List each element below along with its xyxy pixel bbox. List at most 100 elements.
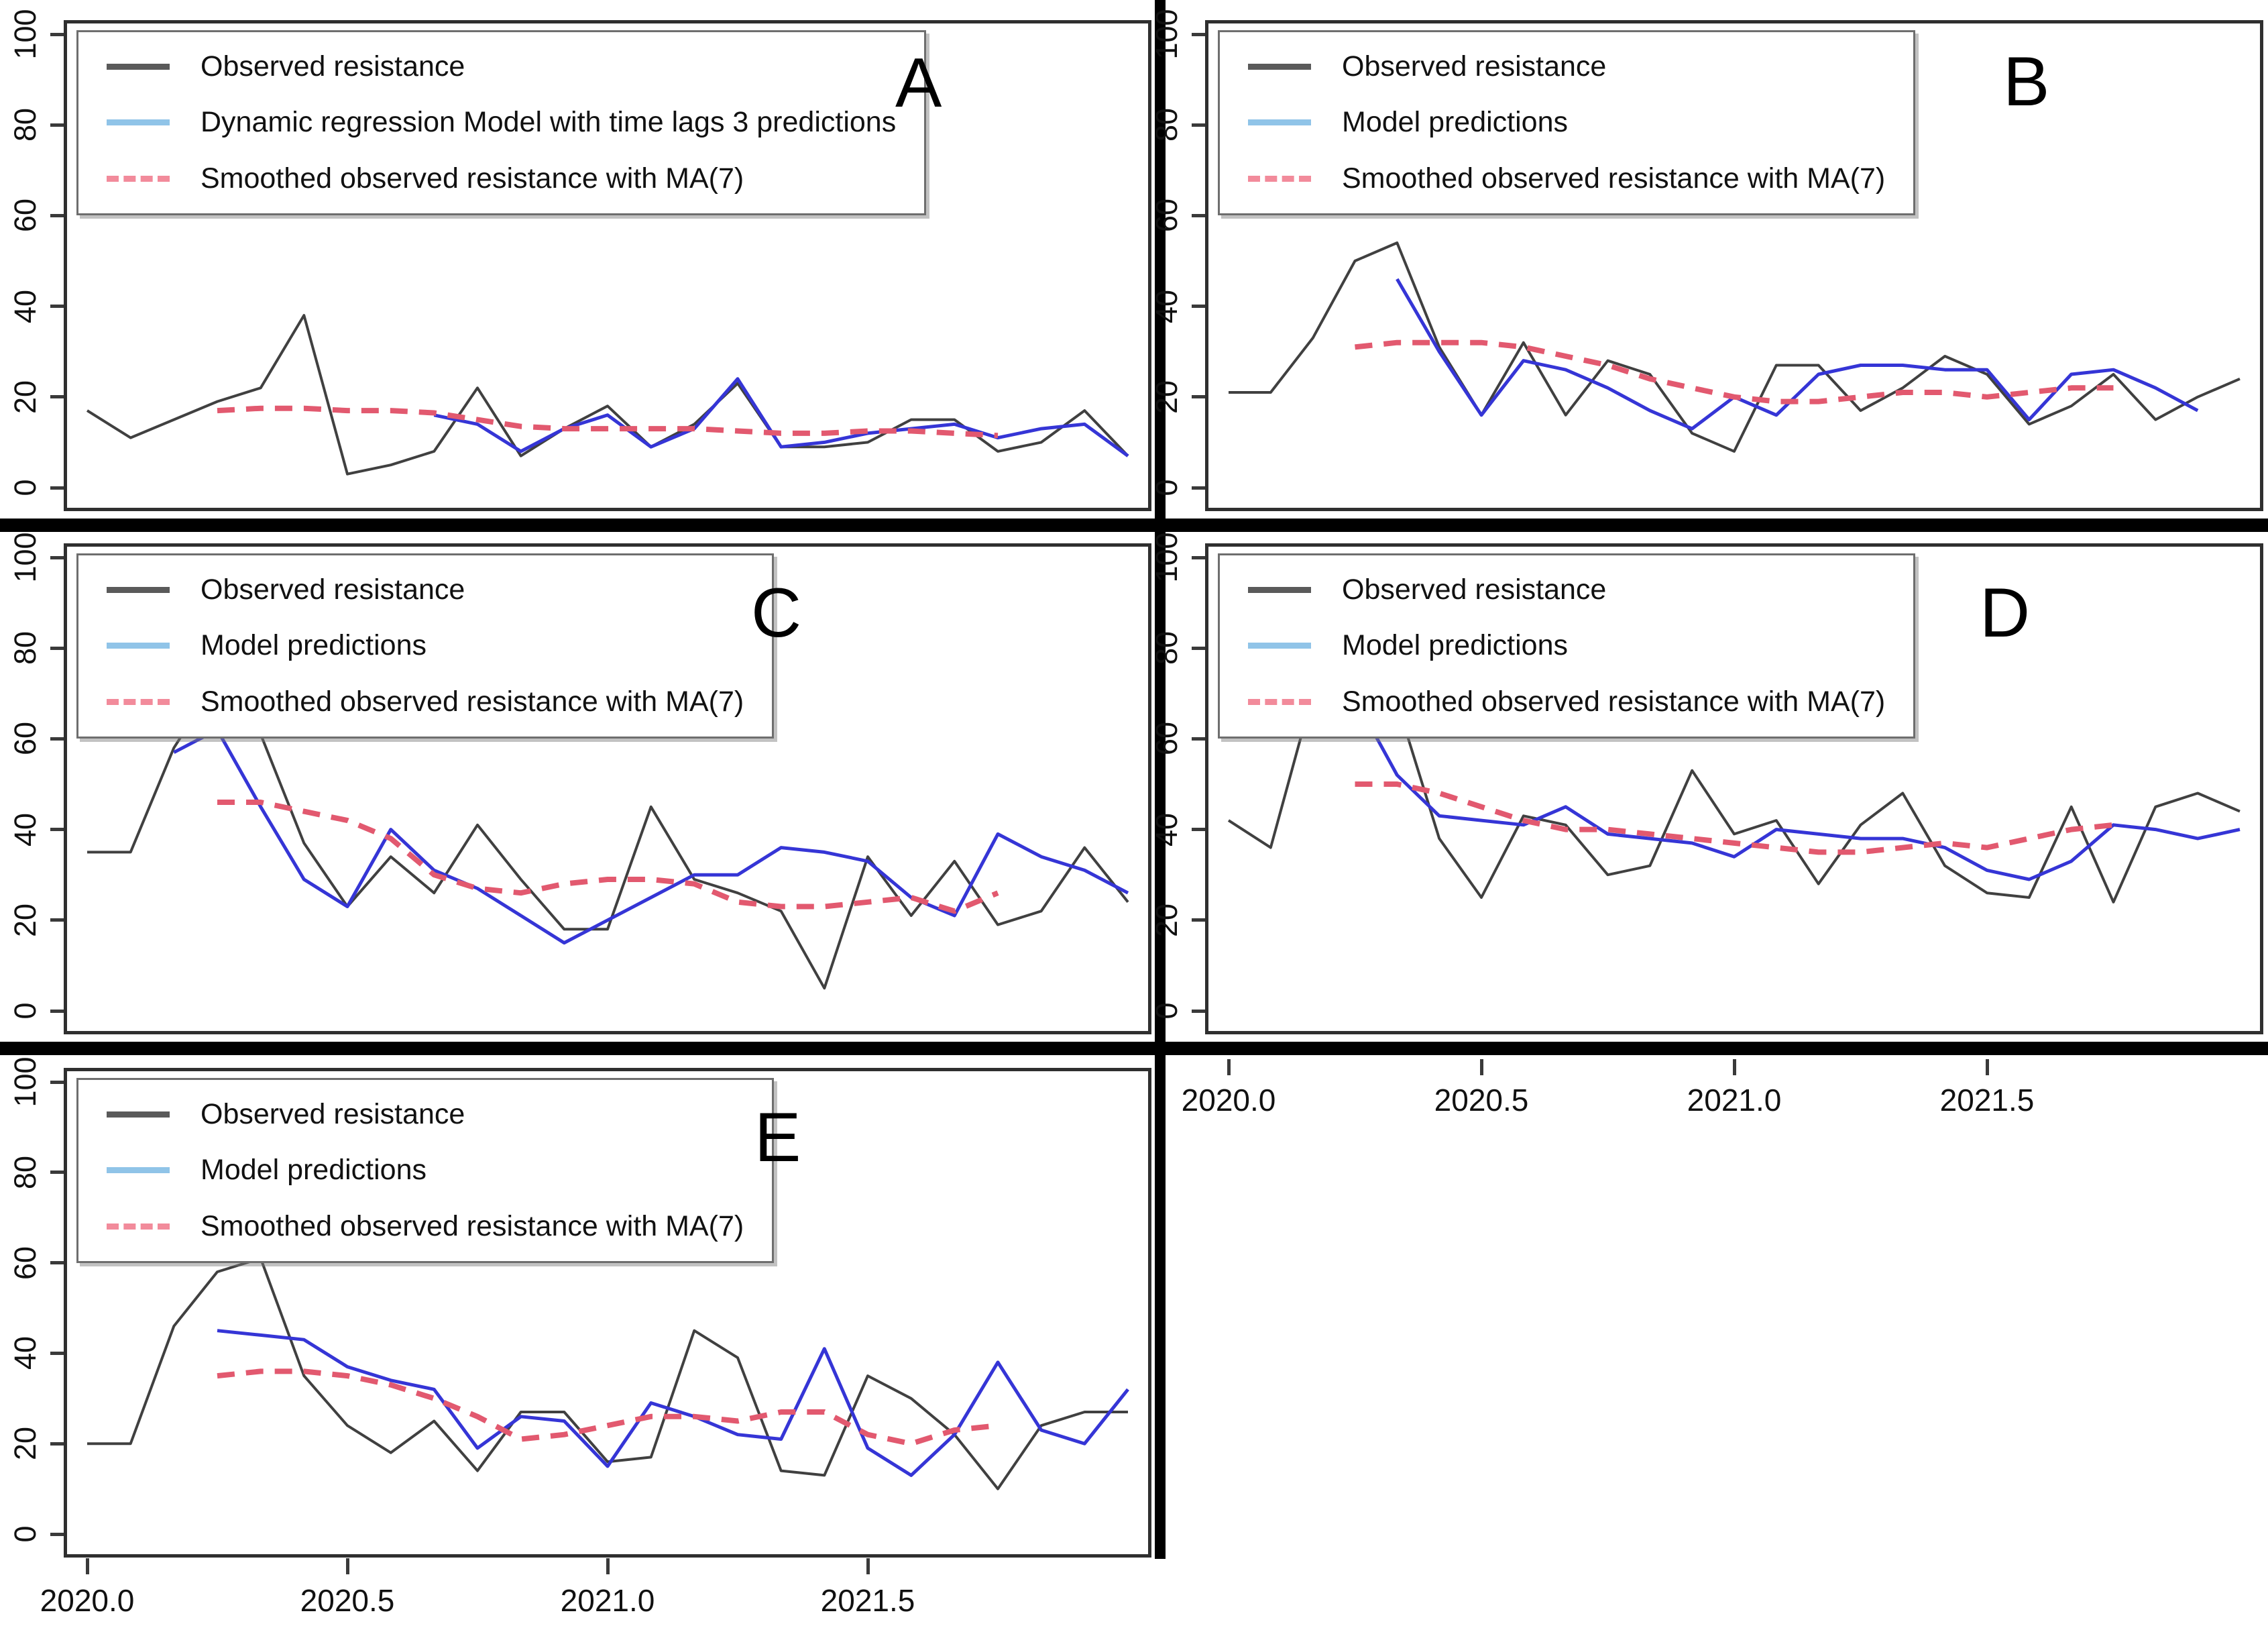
y-axis-tick-label: 80 (1149, 631, 1184, 665)
y-axis-tick-label: 60 (8, 1246, 42, 1280)
y-axis-tick (50, 646, 64, 650)
smoothed-ma7-line (217, 1368, 999, 1447)
x-axis-tick-label: 2020.5 (300, 1583, 395, 1618)
y-axis-tick (50, 395, 64, 399)
smoothed-ma7-line (217, 405, 999, 439)
y-axis-tick-label: 80 (8, 1155, 42, 1189)
y-axis-tick (1192, 646, 1205, 650)
smoothed-line-swatch (107, 175, 170, 182)
y-axis-tick (1192, 486, 1205, 490)
y-axis-tick (1192, 395, 1205, 399)
y-axis-tick-label: 20 (8, 1427, 42, 1461)
y-axis-tick (50, 1441, 64, 1446)
legend-item: Model predictions (1248, 106, 1885, 138)
model-predictions-line (1396, 278, 2199, 431)
panel-label-b: B (2003, 43, 2050, 121)
smoothed-line-swatch (107, 698, 170, 705)
y-axis-tick-label: 80 (1149, 108, 1184, 142)
y-axis-tick (50, 828, 64, 832)
prediction-line-swatch (107, 119, 170, 126)
prediction-line-swatch (1248, 119, 1311, 126)
y-axis-tick-label: 20 (1149, 380, 1184, 414)
y-axis-tick (50, 1171, 64, 1175)
legend-item: Smoothed observed resistance with MA(7) (1248, 686, 1885, 718)
model-predictions-line (433, 377, 1129, 457)
legend-item: Observed resistance (107, 50, 896, 83)
prediction-line-swatch (107, 643, 170, 649)
x-axis-tick (85, 1558, 89, 1574)
x-axis-tick-label: 2021.5 (820, 1583, 915, 1618)
x-axis-tick-label: 2020.5 (1434, 1083, 1529, 1118)
y-axis-tick-label: 20 (1149, 903, 1184, 937)
legend-label: Observed resistance (201, 574, 465, 606)
observed-line-swatch (107, 1111, 170, 1118)
legend-e: Observed resistance Model predictions Sm… (76, 1078, 775, 1263)
legend-item: Smoothed observed resistance with MA(7) (107, 686, 744, 718)
y-axis-tick-label: 100 (8, 532, 42, 583)
legend-label: Smoothed observed resistance with MA(7) (1342, 685, 1886, 718)
x-axis-tick (1479, 1059, 1483, 1075)
horizontal-divider-bottom (0, 1042, 2268, 1055)
x-axis-tick-label: 2021.0 (560, 1583, 655, 1618)
legend-item: Dynamic regression Model with time lags … (107, 106, 897, 139)
legend-item: Smoothed observed resistance with MA(7) (1248, 162, 1885, 195)
x-axis-tick-label: 2020.0 (40, 1583, 135, 1618)
y-axis-tick (1192, 213, 1205, 217)
y-axis-tick-label: 60 (1149, 722, 1184, 756)
y-axis-tick (50, 213, 64, 217)
y-axis-tick-label: 40 (8, 1336, 42, 1370)
y-axis-tick-label: 0 (8, 479, 42, 496)
horizontal-divider-top (0, 519, 2268, 532)
smoothed-ma7-line (217, 800, 999, 914)
y-axis-tick-label: 40 (8, 812, 42, 847)
legend-b: Observed resistance Model predictions Sm… (1218, 30, 1916, 215)
observed-line-swatch (1248, 64, 1311, 70)
legend-label: Observed resistance (201, 50, 465, 83)
legend-item: Model predictions (107, 1154, 744, 1186)
x-axis-tick (1227, 1059, 1231, 1075)
observed-resistance-line (86, 314, 1129, 476)
legend-label: Observed resistance (201, 1098, 465, 1130)
y-axis-tick-label: 40 (8, 289, 42, 323)
legend-label: Dynamic regression Model with time lags … (201, 106, 897, 139)
smoothed-ma7-line (1355, 781, 2114, 855)
y-axis-tick (50, 555, 64, 559)
panel-e: Observed resistance Model predictions Sm… (8, 1056, 1151, 1618)
legend-label: Smoothed observed resistance with MA(7) (201, 162, 744, 195)
legend-item: Observed resistance (1248, 50, 1885, 83)
panel-label-d: D (1980, 574, 2031, 652)
y-axis-tick (50, 1261, 64, 1265)
legend-item: Observed resistance (107, 1098, 744, 1130)
y-axis-tick-label: 100 (1149, 532, 1184, 583)
y-axis-tick (50, 918, 64, 922)
y-axis-tick-label: 100 (8, 1056, 42, 1107)
y-axis-tick (50, 123, 64, 127)
legend-label: Model predictions (201, 629, 427, 662)
y-axis-tick-label: 0 (8, 1002, 42, 1020)
x-axis-tick (866, 1558, 870, 1574)
x-axis-tick-label: 2021.5 (1939, 1083, 2035, 1118)
x-axis-tick (606, 1558, 610, 1574)
observed-line-swatch (107, 64, 170, 70)
smoothed-ma7-line (1355, 339, 2114, 404)
chart-svg-b (1229, 241, 2241, 453)
panel-d: Observed resistance Model predictions Sm… (1149, 532, 2263, 1118)
y-axis-tick (50, 1532, 64, 1536)
legend-label: Smoothed observed resistance with MA(7) (201, 685, 744, 718)
panel-label-c: C (751, 574, 802, 652)
y-axis-tick (50, 737, 64, 741)
observed-resistance-line (1229, 241, 2241, 453)
x-axis-tick-label: 2020.0 (1181, 1083, 1276, 1118)
legend-item: Smoothed observed resistance with MA(7) (107, 1210, 744, 1242)
y-axis-tick (50, 486, 64, 490)
model-predictions-line (217, 1329, 1129, 1477)
y-axis-tick-label: 20 (8, 380, 42, 414)
legend-label: Model predictions (1342, 629, 1569, 662)
x-axis-tick (1732, 1059, 1736, 1075)
observed-line-swatch (107, 587, 170, 594)
smoothed-line-swatch (1248, 698, 1311, 705)
y-axis-tick (50, 1080, 64, 1084)
y-axis-tick-label: 80 (8, 108, 42, 142)
legend-a: Observed resistance Dynamic regression M… (76, 30, 927, 215)
